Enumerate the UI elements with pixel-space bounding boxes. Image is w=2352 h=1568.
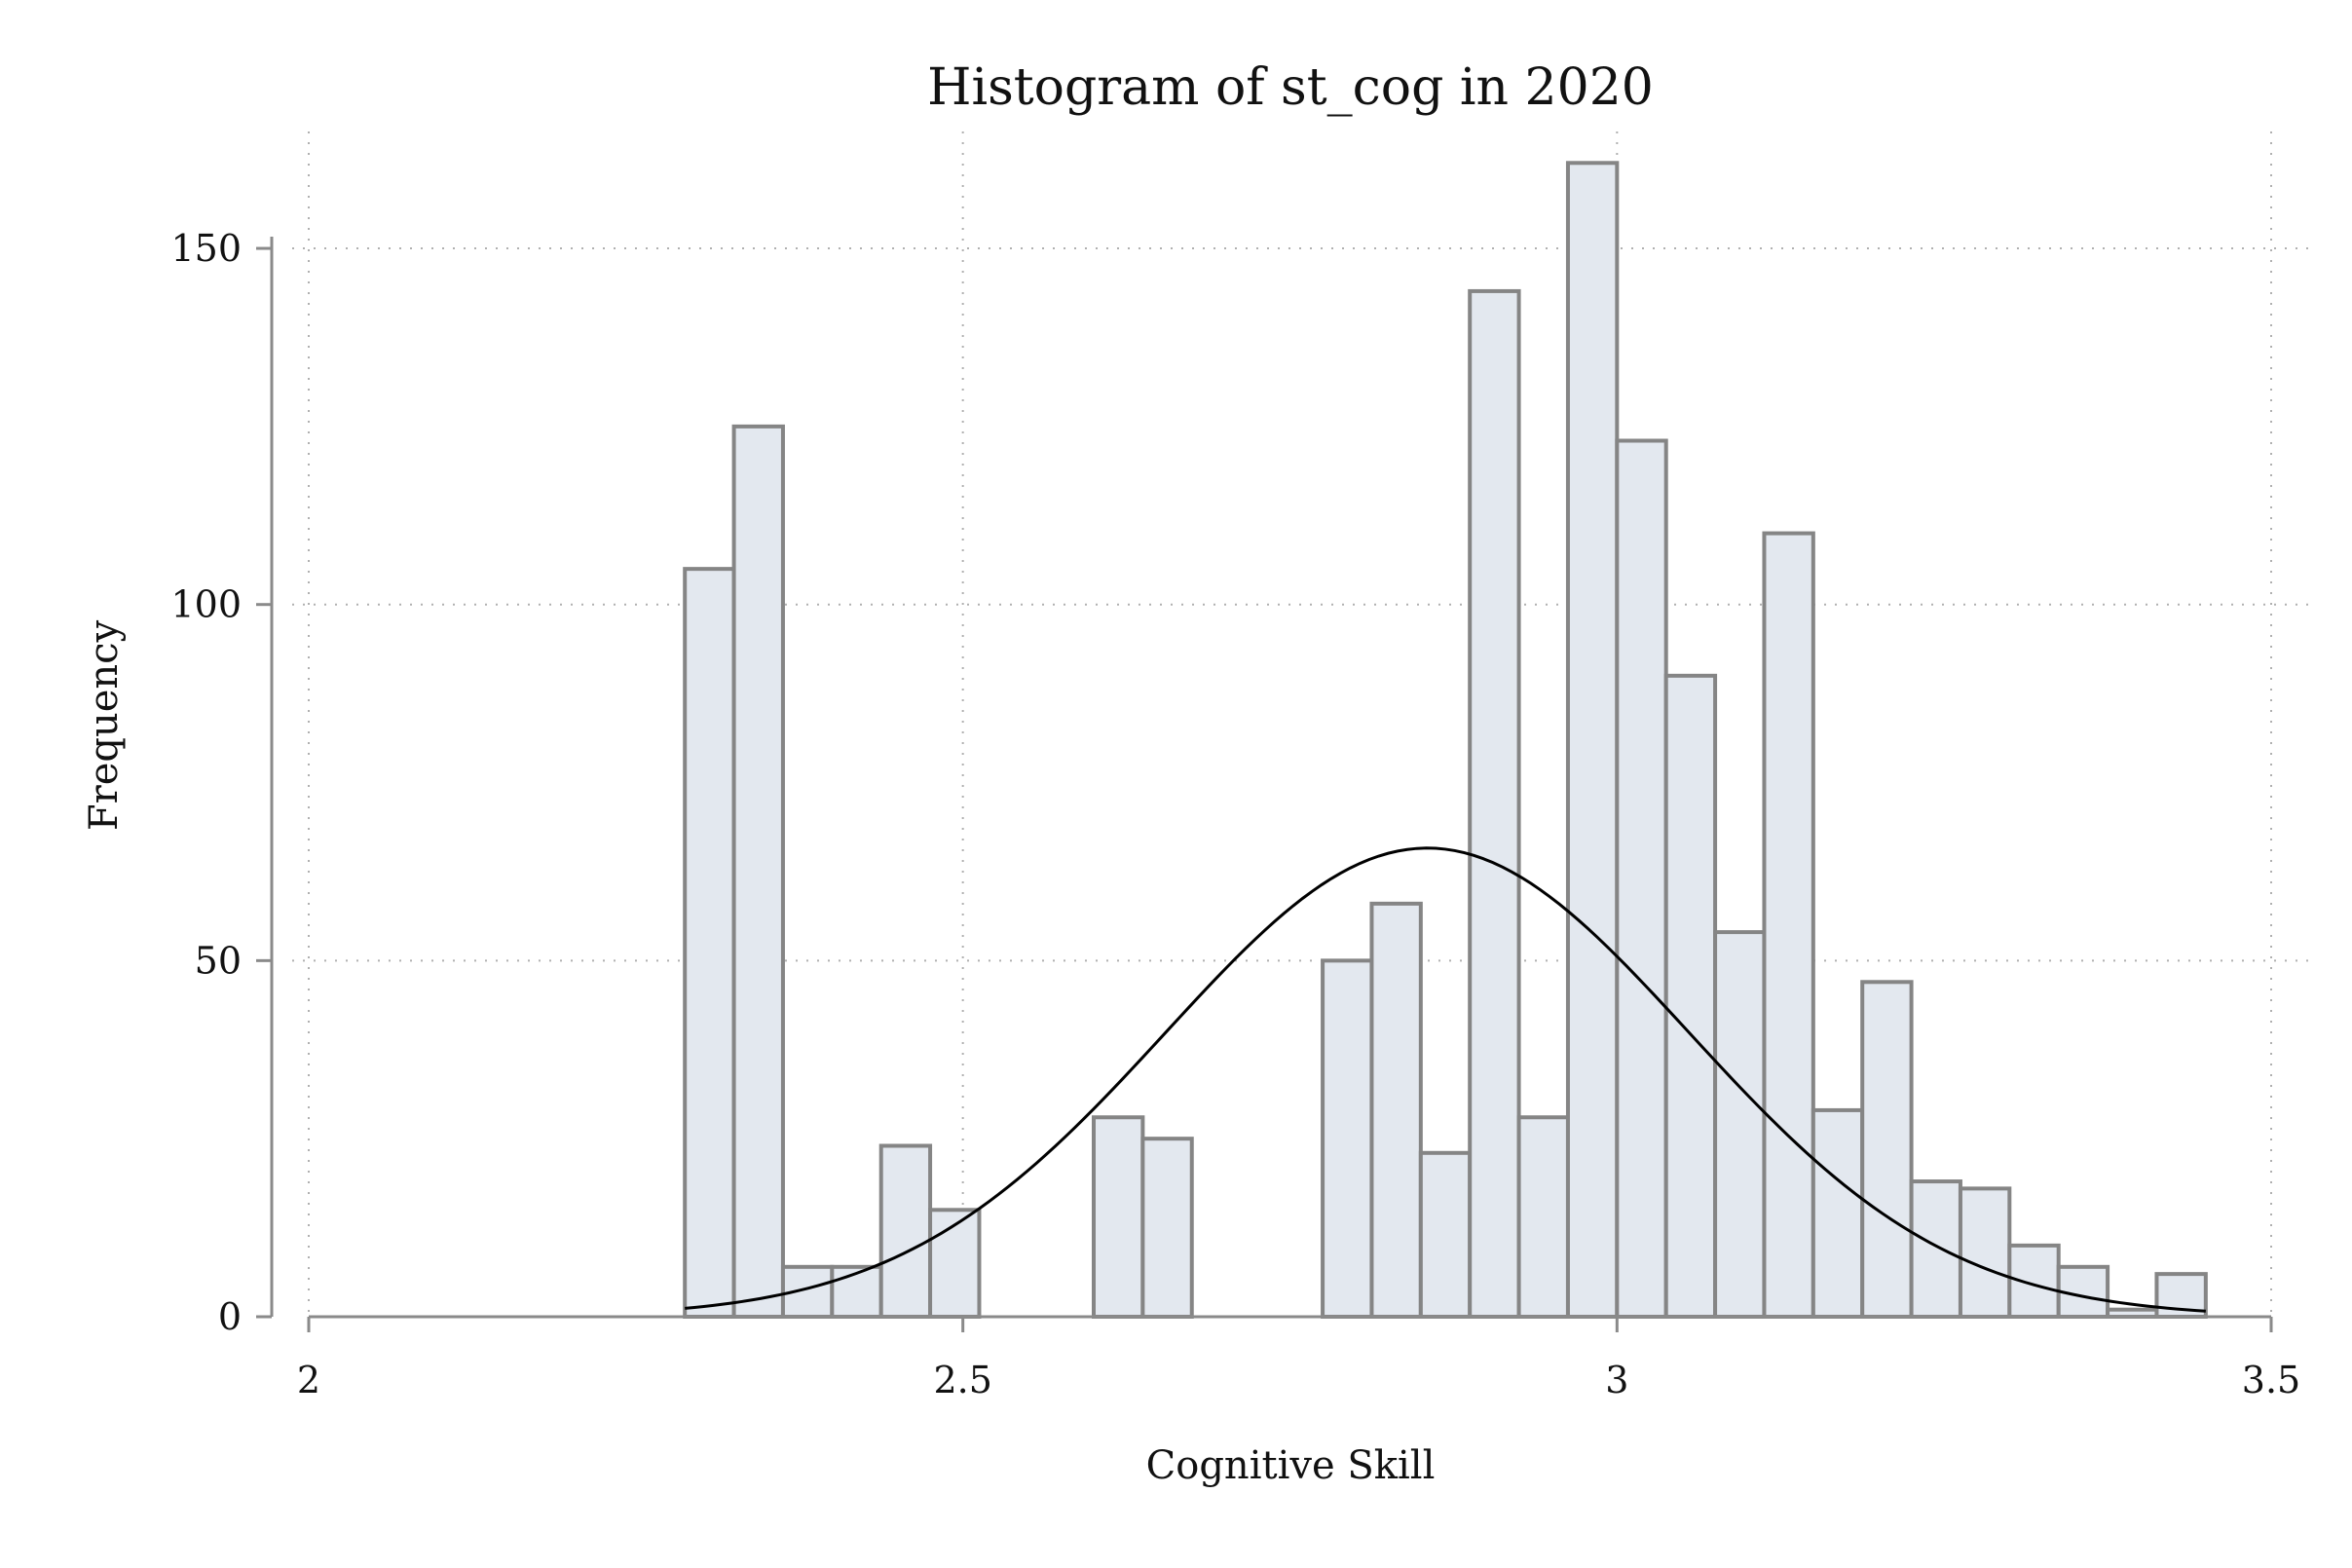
histogram-bar: [1811, 1107, 1865, 1319]
histogram-bar: [1860, 980, 1914, 1319]
histogram-bar: [1909, 1179, 1962, 1319]
histogram-bar: [1092, 1115, 1145, 1319]
histogram-bar: [1615, 438, 1668, 1320]
histogram-bar: [1369, 901, 1423, 1319]
histogram-bar: [1468, 288, 1521, 1320]
x-tick-label: 3.5: [2242, 1359, 2300, 1401]
histogram-bar: [731, 424, 785, 1319]
gridlines: [292, 131, 2310, 1317]
y-tick-label: 150: [170, 227, 242, 270]
histogram-bar: [1663, 673, 1718, 1319]
x-axis-title: Cognitive Skill: [1146, 1443, 1436, 1488]
histogram-bar: [683, 567, 736, 1319]
histogram-bar: [1565, 161, 1620, 1320]
x-tick-label: 2: [297, 1359, 320, 1401]
y-tick-label: 50: [195, 939, 242, 982]
x-tick-label: 2.5: [933, 1359, 991, 1401]
y-tick-label: 100: [170, 583, 242, 626]
histogram-bar: [1140, 1137, 1194, 1320]
histogram-bar: [1713, 930, 1767, 1320]
axes: [270, 237, 2271, 1319]
normal-density-curve: [685, 846, 2206, 1313]
histogram-bar: [1762, 531, 1815, 1319]
histogram-bar: [928, 1208, 982, 1320]
histogram-bar: [1321, 958, 1374, 1319]
y-axis-title: Frequency: [82, 619, 127, 831]
histogram-bar: [1418, 1150, 1473, 1320]
chart-title: Histogram of st_cog in 2020: [927, 58, 1654, 117]
histogram-bar: [1516, 1115, 1570, 1319]
axis-ticks: 0 50 100 150 2 2.5 3 3.5: [170, 227, 2300, 1401]
histogram-bar: [1958, 1186, 2012, 1319]
histogram-bar: [878, 1143, 933, 1320]
x-tick-label: 3: [1605, 1359, 1628, 1401]
y-tick-label: 0: [218, 1295, 242, 1338]
